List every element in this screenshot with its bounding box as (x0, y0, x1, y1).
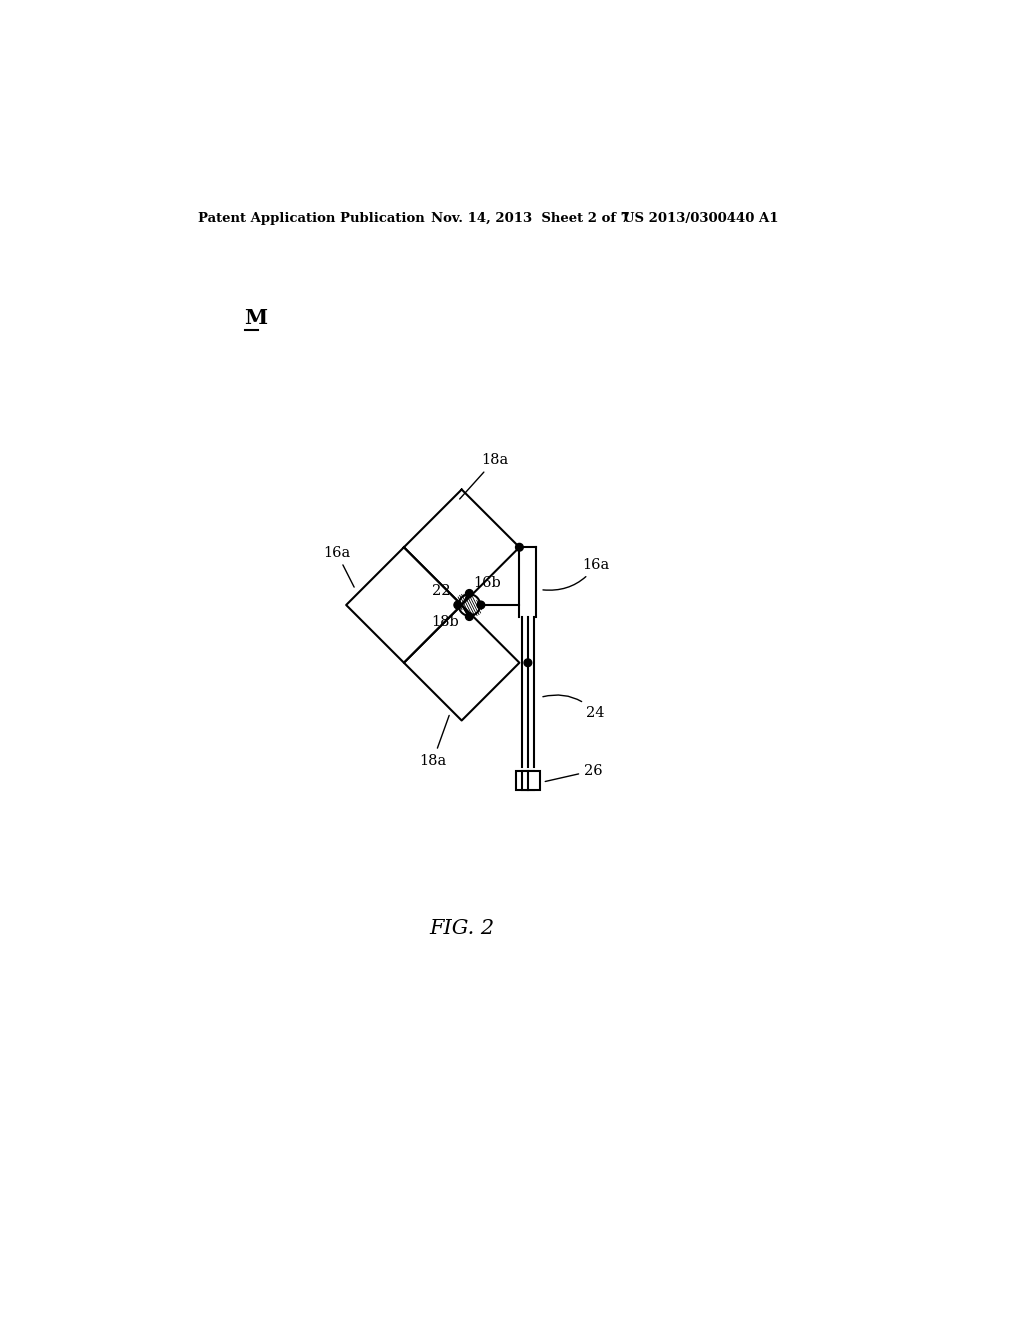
Text: FIG. 2: FIG. 2 (429, 919, 495, 939)
Text: 24: 24 (543, 696, 605, 719)
Circle shape (466, 590, 473, 597)
Text: 16a: 16a (543, 558, 610, 590)
Circle shape (515, 544, 523, 552)
Text: US 2013/0300440 A1: US 2013/0300440 A1 (624, 213, 779, 224)
Text: 26: 26 (545, 763, 603, 781)
Text: Patent Application Publication: Patent Application Publication (199, 213, 425, 224)
Text: Nov. 14, 2013  Sheet 2 of 7: Nov. 14, 2013 Sheet 2 of 7 (431, 213, 630, 224)
Bar (515, 771, 528, 789)
Circle shape (454, 601, 462, 609)
Text: 22: 22 (432, 585, 451, 598)
Text: M: M (245, 308, 267, 327)
Bar (521, 771, 535, 789)
Circle shape (466, 612, 473, 620)
Circle shape (477, 601, 484, 609)
Text: 18a: 18a (419, 715, 450, 767)
Text: 18b: 18b (431, 615, 459, 628)
Text: 16b: 16b (473, 577, 501, 590)
Text: 18a: 18a (460, 453, 508, 499)
Text: 16a: 16a (323, 545, 354, 587)
Circle shape (524, 659, 531, 667)
Bar (528, 771, 541, 789)
